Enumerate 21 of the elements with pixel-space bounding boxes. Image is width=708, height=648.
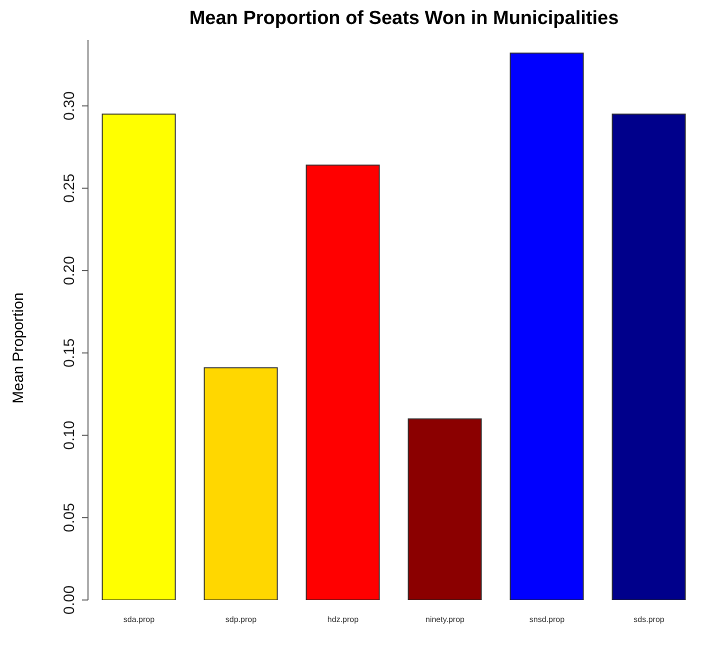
x-tick-label: snsd.prop [529, 615, 566, 624]
bar [102, 114, 176, 600]
y-tick-label: 0.30 [61, 91, 78, 120]
chart-title: Mean Proportion of Seats Won in Municipalities [188, 8, 620, 30]
y-tick-label: 0.00 [61, 585, 78, 615]
x-tick-label: sds.prop [634, 615, 665, 624]
y-tick-label: 0.05 [61, 503, 78, 532]
bar [612, 114, 686, 600]
y-tick-label: 0.15 [61, 338, 78, 368]
x-tick-label: hdz.prop [327, 615, 360, 624]
x-tick-label: sda.prop [123, 615, 156, 624]
bar [204, 367, 278, 600]
y-tick-label: 0.20 [61, 256, 78, 286]
bar [306, 164, 380, 600]
x-tick-label: ninety.prop [426, 615, 466, 624]
bar [408, 418, 482, 600]
y-tick-label: 0.25 [61, 174, 78, 203]
y-tick-label: 0.10 [61, 420, 78, 450]
x-tick-label: sdp.prop [225, 615, 258, 624]
y-axis-title: Mean Proportion [10, 292, 27, 404]
bar [510, 52, 584, 600]
